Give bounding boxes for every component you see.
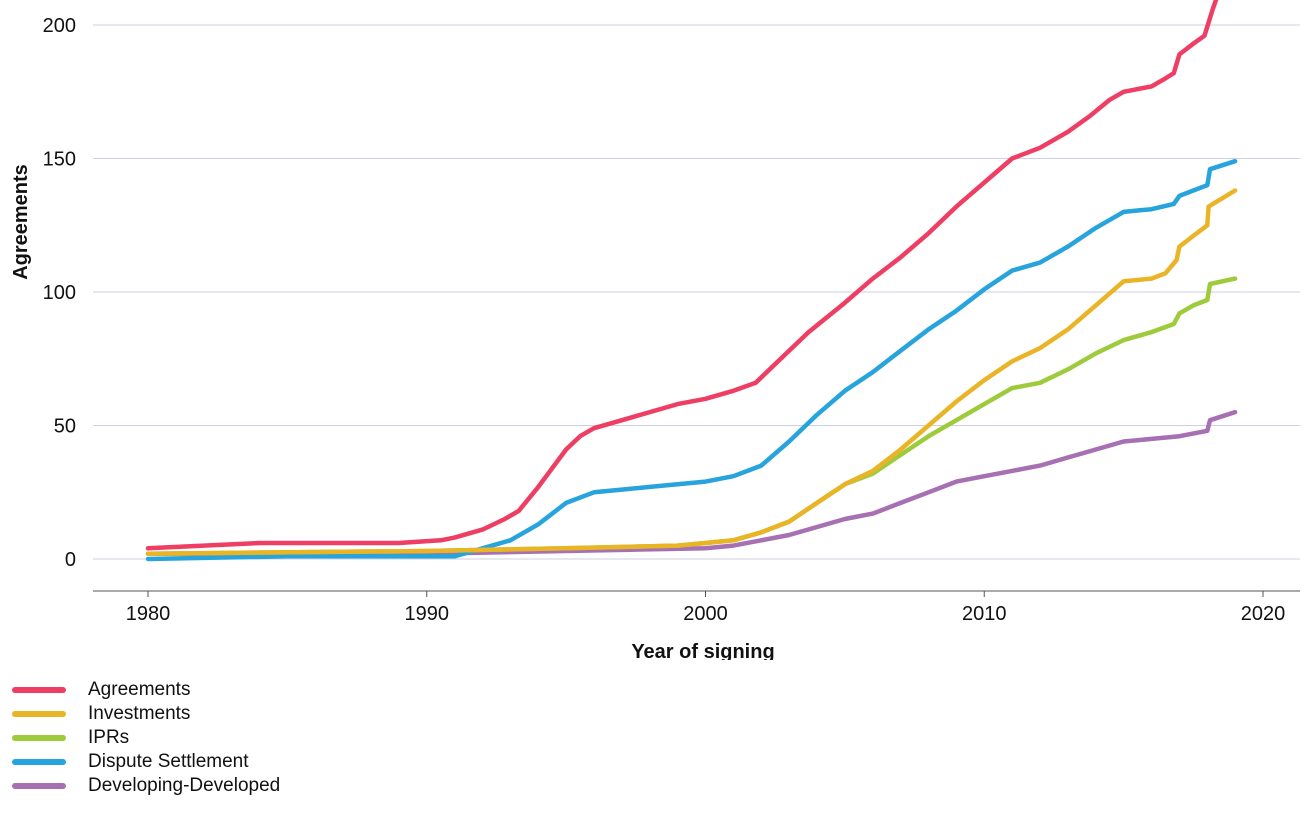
- legend-swatch: [12, 783, 66, 789]
- legend-label: Agreements: [88, 679, 191, 700]
- legend-item: Developing-Developed: [12, 774, 280, 798]
- y-tick-label: 50: [54, 416, 76, 438]
- series-line-iprs: [145, 276, 1238, 556]
- x-tick-label: 1990: [405, 603, 450, 625]
- legend-item: Agreements: [12, 678, 280, 702]
- y-axis-title: Agreements: [10, 164, 32, 280]
- y-tick-label: 100: [43, 282, 76, 304]
- x-tick-label: 2000: [683, 603, 728, 625]
- x-tick-label: 1980: [126, 603, 171, 625]
- legend-item: Dispute Settlement: [12, 750, 280, 774]
- legend-label: IPRs: [88, 727, 130, 748]
- x-axis-ticks: 1980 1990 2000 2010 2020: [126, 591, 1286, 625]
- legend-label: Developing-Developed: [88, 775, 281, 796]
- y-tick-label: 200: [43, 15, 76, 37]
- series-line-investments: [145, 188, 1238, 556]
- legend-swatch: [12, 759, 66, 765]
- line-chart: 0 50 100 150 200 1980 1990 2000 2010 2020 Agreem…: [10, 0, 1300, 660]
- series-line-dispute-settlement: [145, 158, 1238, 562]
- legend-swatch: [12, 711, 66, 717]
- legend-item: IPRs: [12, 726, 280, 750]
- legend-label: Dispute Settlement: [88, 751, 249, 772]
- legend-label: Investments: [88, 703, 191, 724]
- x-tick-label: 2020: [1241, 603, 1286, 625]
- series-lines: [145, 0, 1238, 562]
- x-tick-label: 2010: [962, 603, 1007, 625]
- legend-item: Investments: [12, 702, 280, 726]
- legend-swatch: [12, 735, 66, 741]
- gridlines: [93, 24, 1300, 560]
- y-tick-label: 0: [65, 549, 76, 571]
- y-tick-label: 150: [43, 149, 76, 171]
- legend: Agreements Investments IPRs Dispute Settlem…: [12, 678, 280, 798]
- y-axis-ticks: 0 50 100 150 200: [43, 15, 76, 571]
- series-line-agreements: [145, 0, 1219, 551]
- legend-swatch: [12, 687, 66, 693]
- series-line-developing-developed: [145, 409, 1238, 556]
- x-axis-title: Year of signing: [631, 641, 774, 660]
